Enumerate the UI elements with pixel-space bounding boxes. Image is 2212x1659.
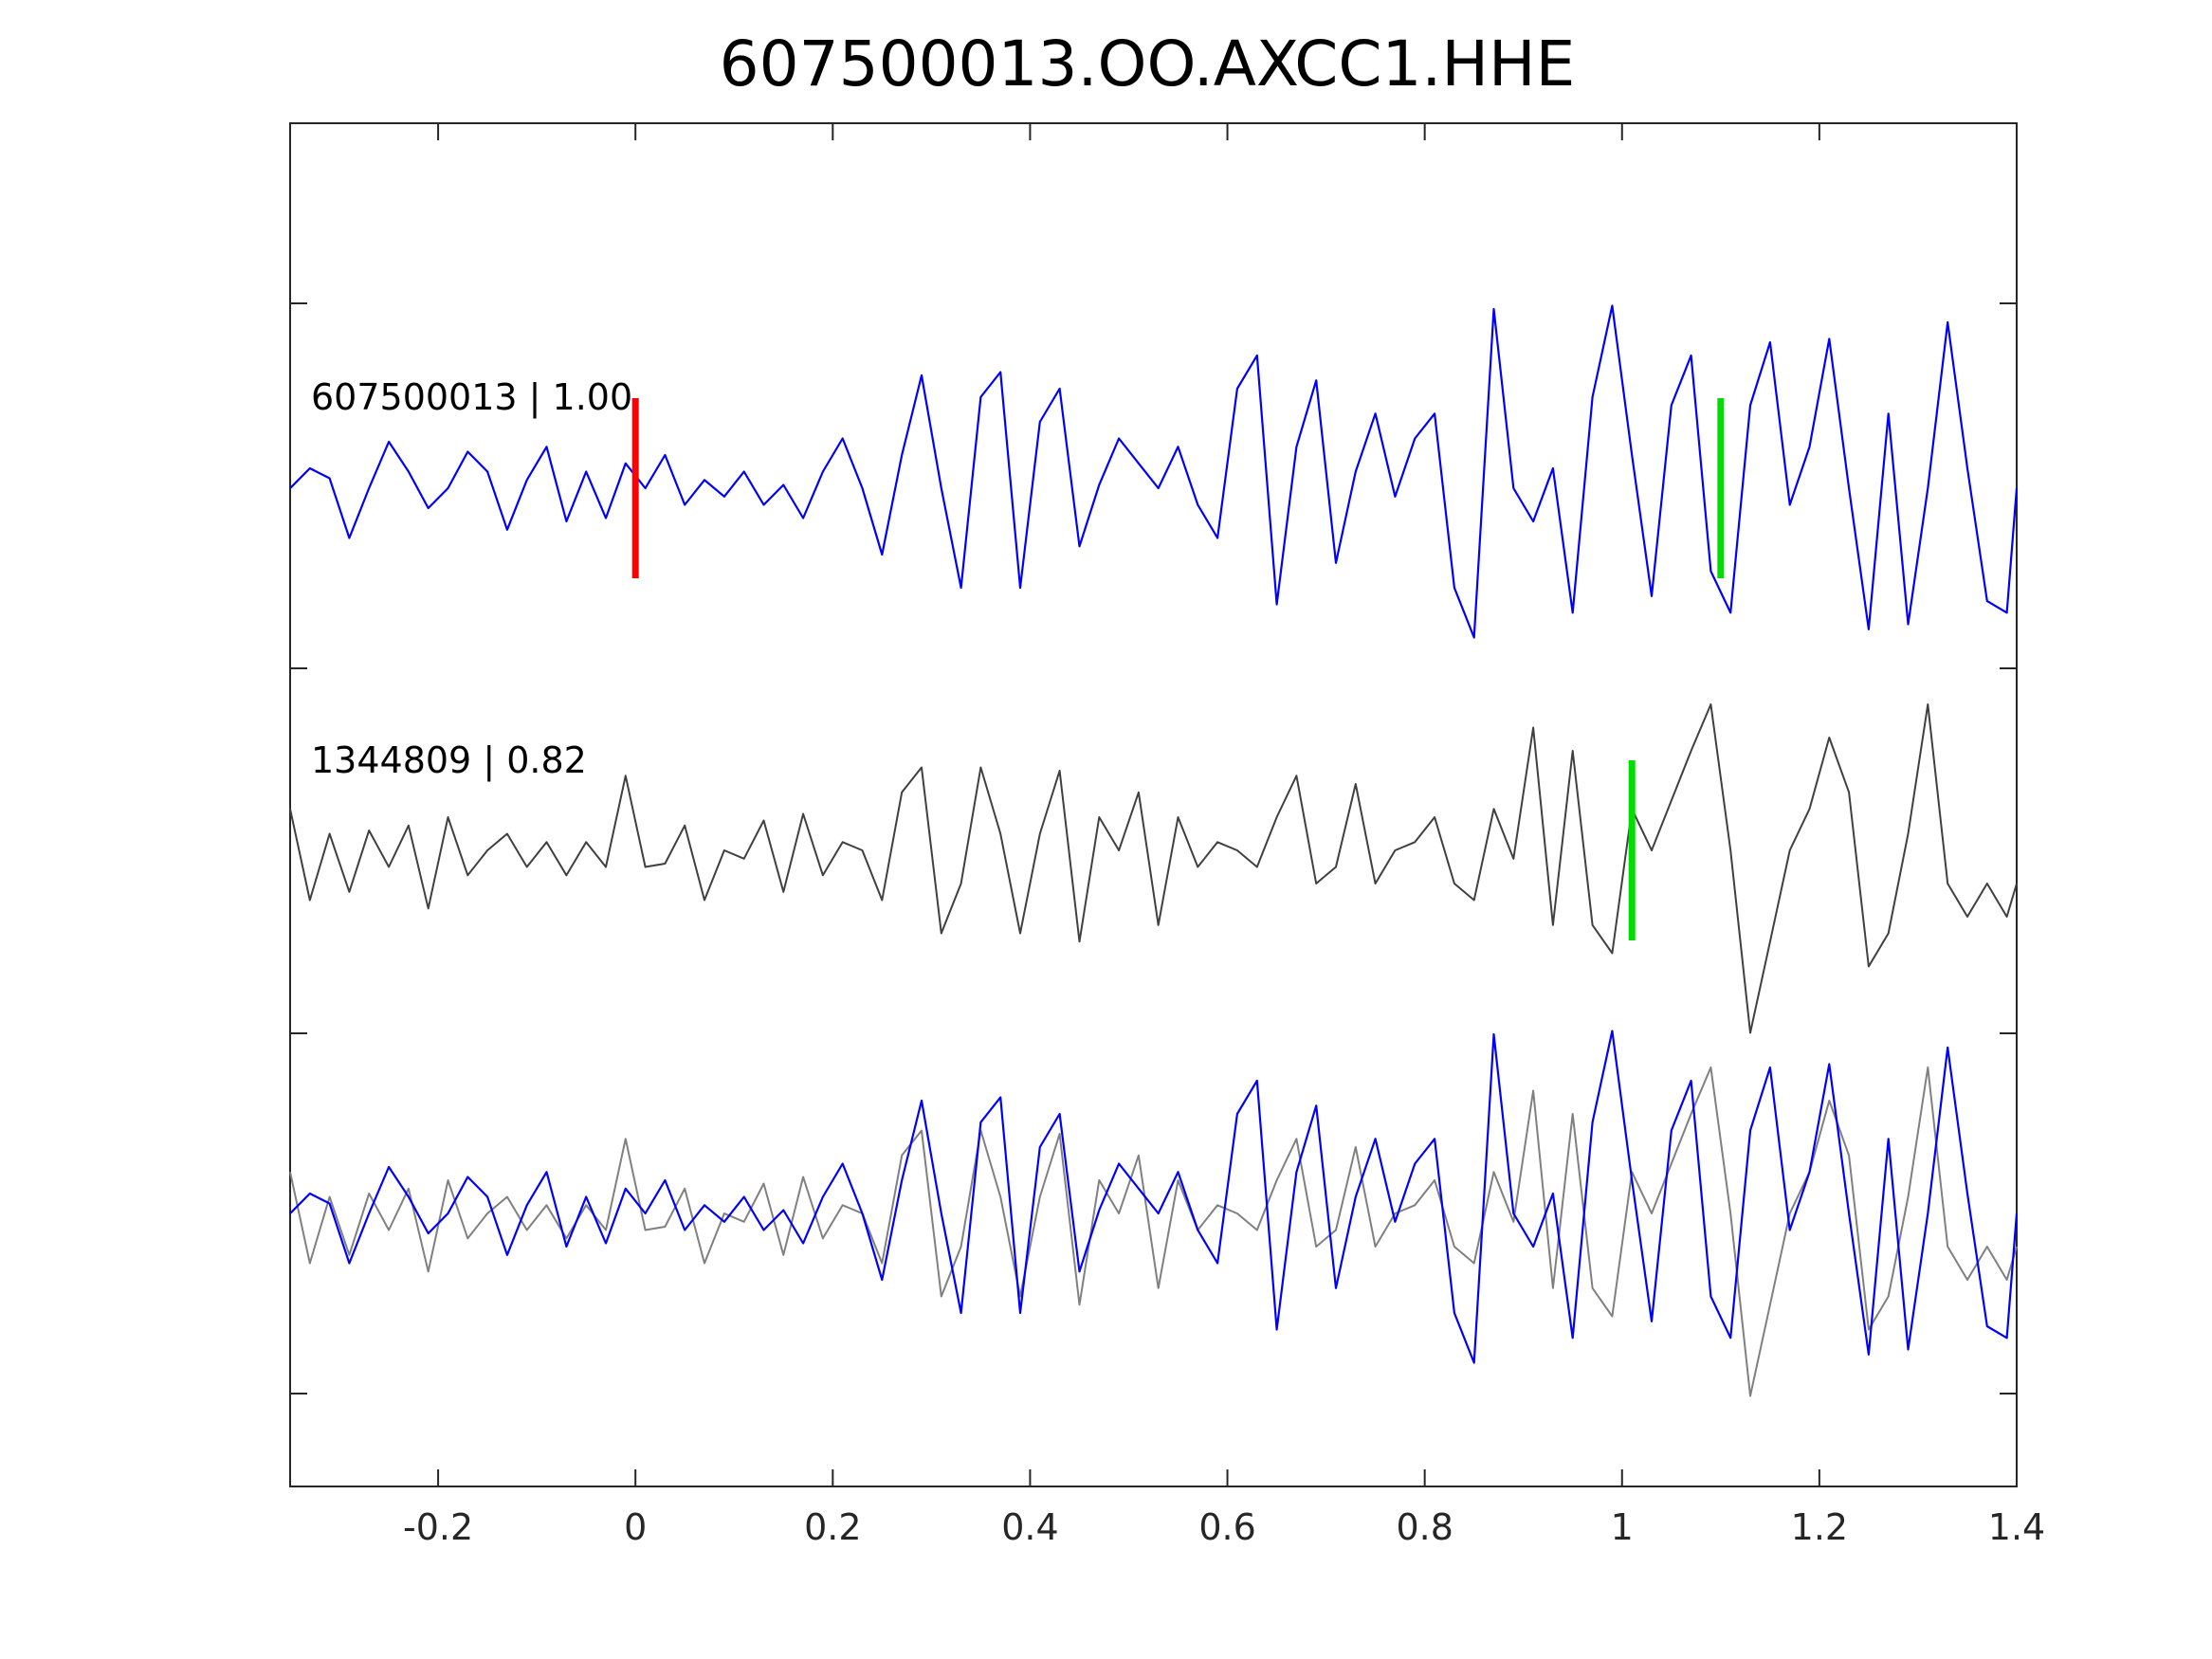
x-tick-label: 0.2 xyxy=(804,1506,861,1548)
x-tick-label: 1.2 xyxy=(1791,1506,1848,1548)
chart-title: 607500013.OO.AXCC1.HHE xyxy=(720,27,1576,100)
axes-box xyxy=(289,122,2018,1487)
x-tick-label: 0.4 xyxy=(1001,1506,1058,1548)
x-axis: -0.2 0 0.2 0.4 0.6 0.8 1 1.2 1.4 xyxy=(403,123,2045,1548)
annotations: 607500013 | 1.00 1344809 | 0.82 xyxy=(311,376,632,782)
x-tick-label: 1 xyxy=(1611,1506,1634,1548)
trace-middle-series xyxy=(289,703,2018,1034)
plot-area xyxy=(289,122,2019,1487)
x-tick-label: 1.4 xyxy=(1988,1506,2045,1548)
x-tick-label: 0.8 xyxy=(1396,1506,1453,1548)
trace-top-series xyxy=(289,304,2019,639)
x-tick-label: -0.2 xyxy=(403,1506,473,1548)
trace-annotation-middle: 1344809 | 0.82 xyxy=(311,739,587,782)
x-tick-label: 0.6 xyxy=(1198,1506,1255,1548)
x-tick-label: 0 xyxy=(624,1506,647,1548)
trace-bottom-series xyxy=(289,1030,2019,1364)
trace-annotation-top: 607500013 | 1.00 xyxy=(311,376,632,419)
